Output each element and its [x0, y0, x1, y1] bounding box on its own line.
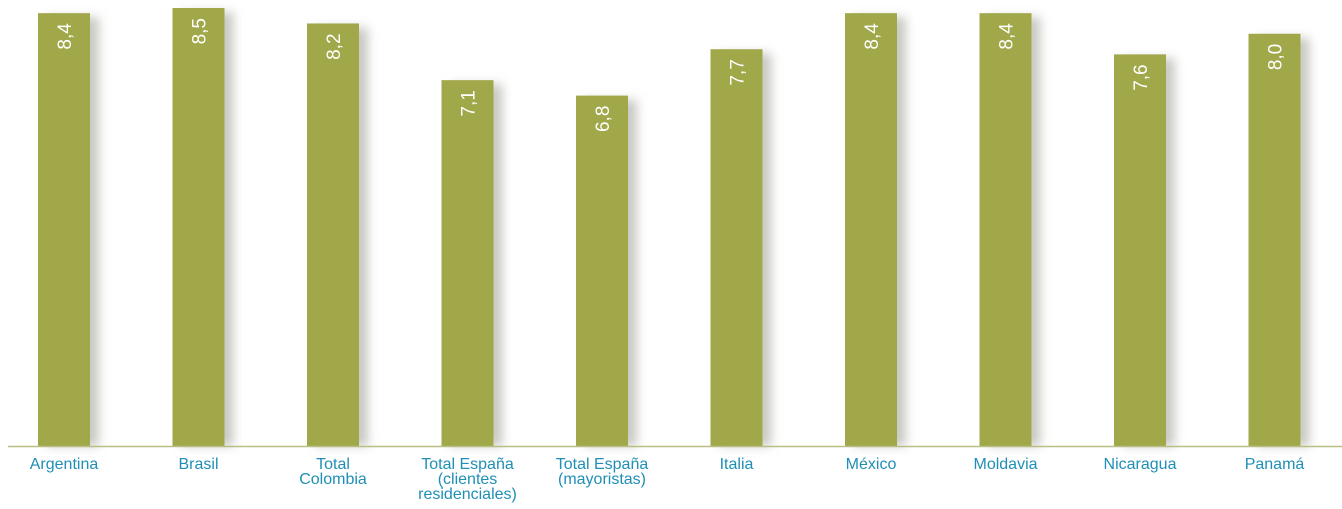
- category-label: Panamá: [1245, 456, 1305, 473]
- category-label-line: Moldavia: [973, 456, 1037, 473]
- category-label: Argentina: [30, 456, 99, 473]
- bar-value-label: 8,4: [862, 23, 883, 50]
- bar-value-label: 7,7: [728, 59, 749, 85]
- category-label: Total Colombia: [299, 456, 367, 488]
- bar-value-label: 6,8: [593, 106, 614, 132]
- bars: [38, 8, 1301, 447]
- category-label-line: Total España: [421, 456, 514, 473]
- bar: [1248, 33, 1301, 446]
- bar: [38, 13, 90, 446]
- bar-value-label: 8,2: [324, 33, 345, 59]
- bar: [576, 95, 628, 446]
- bar: [710, 49, 763, 446]
- category-label-line: Argentina: [30, 456, 99, 473]
- category-label-line: (clientes: [438, 471, 498, 488]
- bar: [1114, 54, 1166, 447]
- category-label-line: Italia: [720, 456, 754, 473]
- bar-value-label: 8,5: [190, 18, 211, 44]
- bar-value-label: 8,4: [997, 23, 1018, 50]
- category-label: Moldavia: [973, 456, 1037, 473]
- value-labels: 8,4 8,5 8,2 7,1 6,8 7,7 8,4 8,4 7,6 8,0: [55, 18, 1287, 132]
- category-label: Nicaragua: [1104, 456, 1177, 473]
- category-label-line: Brasil: [178, 456, 218, 473]
- category-label: Italia: [720, 456, 754, 473]
- category-label: Total España (clientes residenciales): [418, 456, 517, 503]
- category-label-line: Total: [316, 456, 350, 473]
- category-label-line: Nicaragua: [1104, 456, 1177, 473]
- bar-value-label: 8,0: [1266, 44, 1287, 70]
- bar-value-label: 7,6: [1131, 64, 1152, 90]
- bar: [307, 23, 359, 446]
- bar: [845, 13, 897, 446]
- category-label-line: Panamá: [1245, 456, 1305, 473]
- bar: [441, 80, 494, 446]
- category-label-line: Total España: [556, 456, 649, 473]
- category-label-line: Colombia: [299, 471, 367, 488]
- category-label: Total España (mayoristas): [556, 456, 649, 488]
- category-labels: Argentina Brasil Total Colombia Total España…: [30, 456, 1305, 503]
- category-label: México: [846, 456, 897, 473]
- category-label: Brasil: [178, 456, 218, 473]
- bar-value-label: 8,4: [55, 23, 76, 50]
- category-label-line: residenciales): [418, 486, 517, 503]
- bar-value-label: 7,1: [459, 90, 480, 116]
- category-label-line: (mayoristas): [558, 471, 646, 488]
- bar: [172, 8, 225, 446]
- category-label-line: México: [846, 456, 897, 473]
- bar: [979, 13, 1032, 446]
